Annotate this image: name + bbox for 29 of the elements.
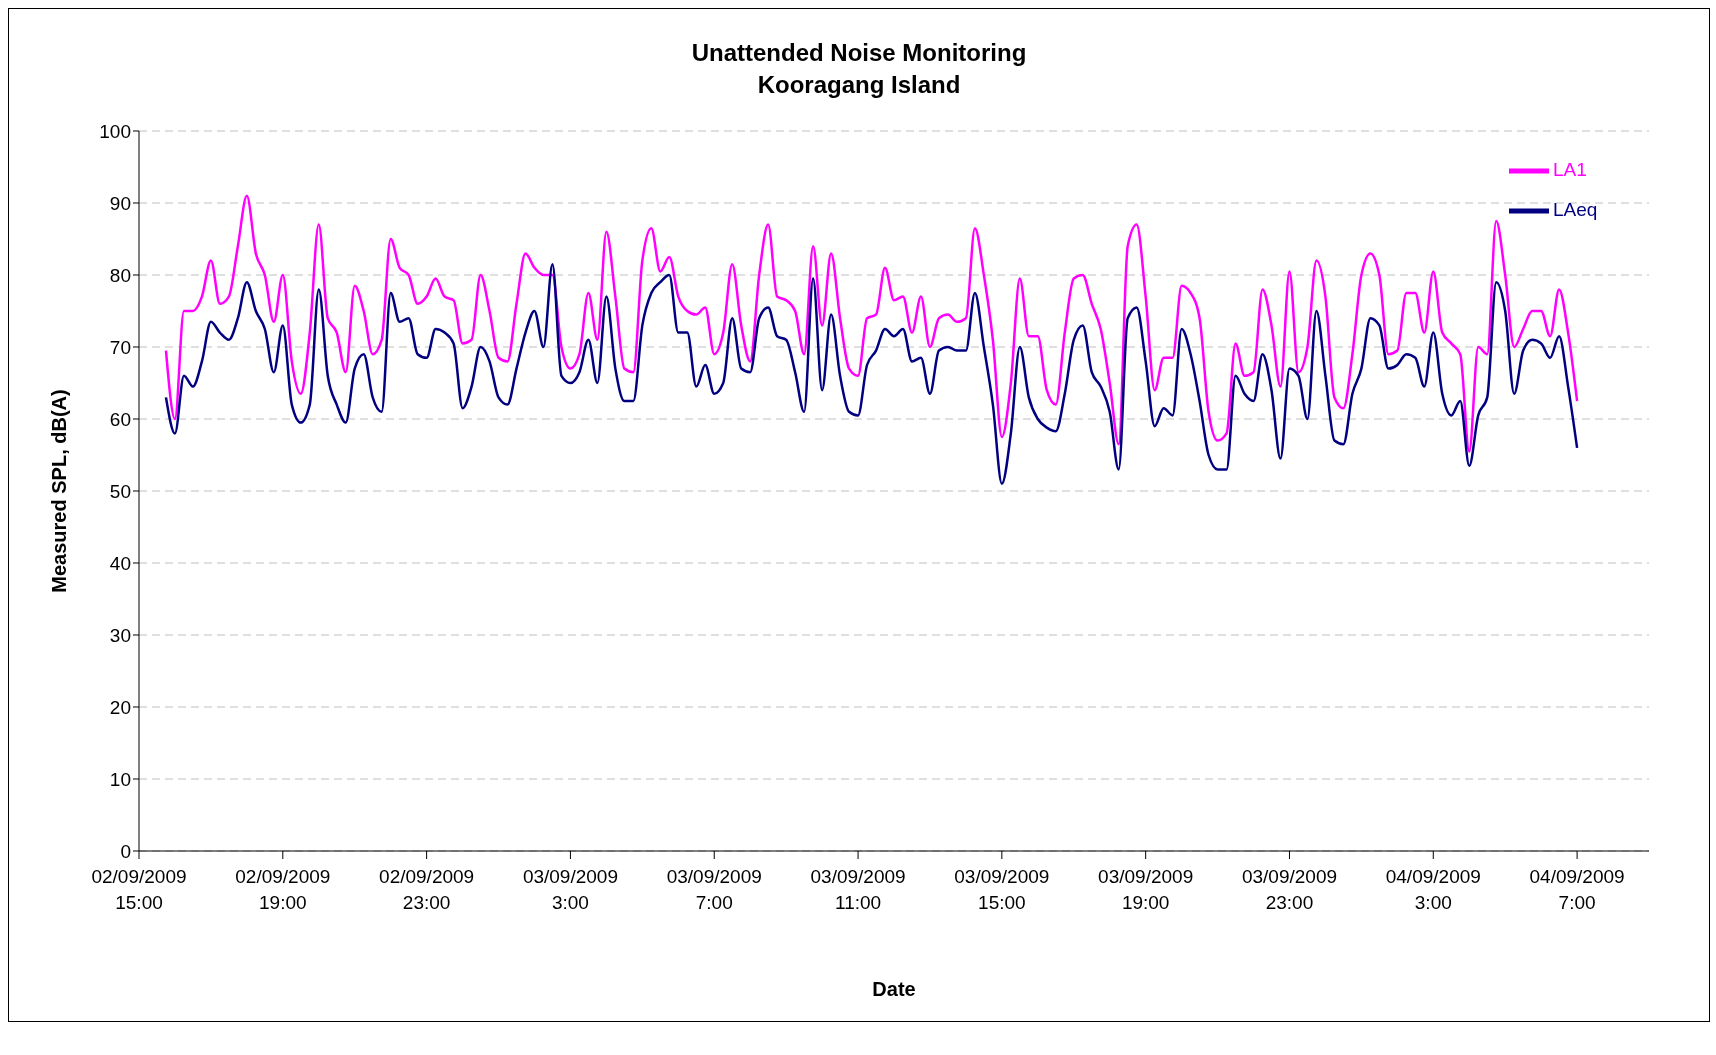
x-tick-label: 03/09/2009 7:00 — [666, 866, 762, 913]
legend-label: LAeq — [1553, 199, 1598, 221]
y-tick-label: 0 — [120, 840, 131, 862]
y-tick-label: 60 — [109, 408, 131, 430]
x-tick-label: 03/09/2009 19:00 — [1098, 866, 1194, 913]
x-tick-label: 04/09/2009 3:00 — [1385, 866, 1481, 913]
y-tick-label: 90 — [109, 192, 131, 214]
x-tick-label: 02/09/2009 15:00 — [91, 866, 187, 913]
y-tick-label: 80 — [109, 264, 131, 286]
chart-subtitle: Kooragang Island — [756, 70, 962, 100]
x-tick-label: 02/09/2009 19:00 — [235, 866, 331, 913]
y-tick-label: 50 — [109, 480, 131, 502]
chart-title: Unattended Noise Monitoring — [690, 38, 1028, 68]
y-tick-label: 10 — [109, 768, 131, 790]
legend-label: LA1 — [1553, 159, 1587, 181]
x-tick-label: 03/09/2009 11:00 — [810, 866, 906, 913]
line-series — [164, 262, 1579, 486]
y-tick-label: 100 — [99, 120, 131, 142]
y-tick-label: 30 — [109, 624, 131, 646]
x-tick-label: 02/09/2009 23:00 — [379, 866, 475, 913]
y-tick-label: 40 — [109, 552, 131, 574]
y-tick-label: 70 — [109, 336, 131, 358]
x-tick-label: 04/09/2009 7:00 — [1529, 866, 1625, 913]
x-tick-label: 03/09/2009 3:00 — [522, 866, 618, 913]
x-tick-label: 03/09/2009 15:00 — [954, 866, 1050, 913]
y-axis-title: Measured SPL, dB(A) — [48, 389, 71, 593]
x-axis-title: Date — [872, 978, 916, 1000]
x-tick-label: 03/09/2009 23:00 — [1241, 866, 1338, 913]
y-tick-label: 20 — [109, 696, 131, 718]
